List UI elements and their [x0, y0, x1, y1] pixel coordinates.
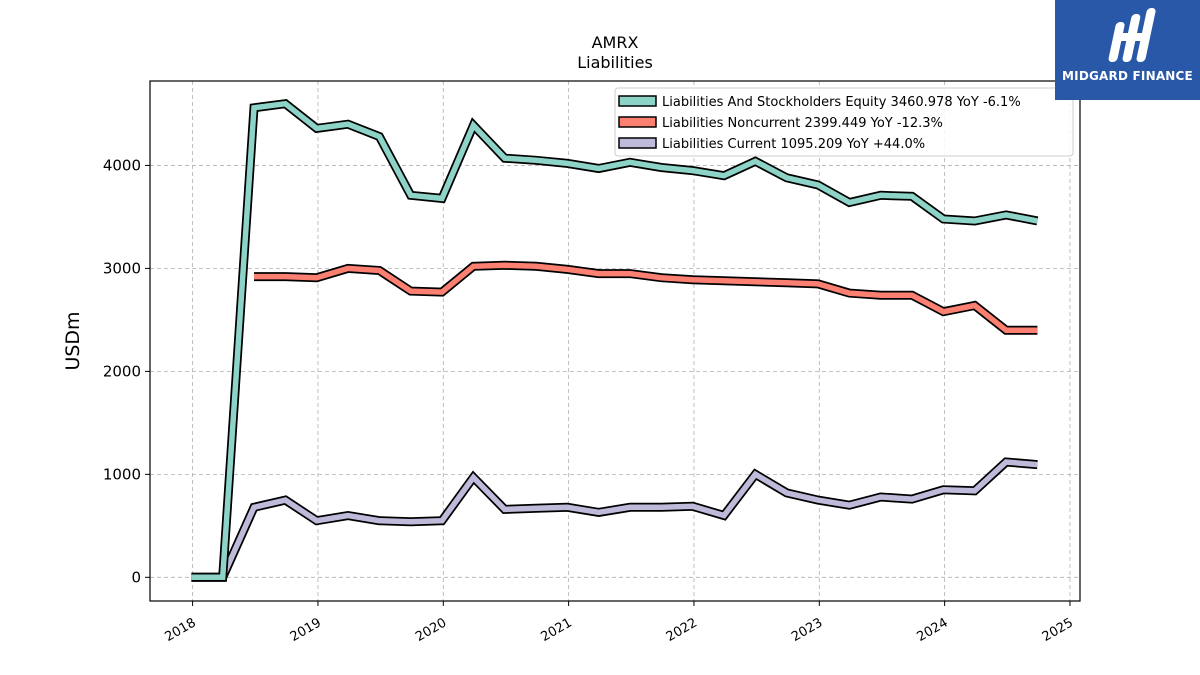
legend-entry: Liabilities Current 1095.209 YoY +44.0% [662, 137, 925, 152]
y-axis: 0 1000 2000 3000 4000 [103, 156, 150, 586]
x-tick-label: 2023 [789, 615, 825, 645]
x-tick-label: 2022 [664, 615, 700, 645]
legend-swatch [618, 137, 657, 149]
x-axis: 2018 2019 2020 2021 2022 2023 2024 2025 [162, 601, 1076, 645]
chart-subtitle: Liabilities [577, 53, 653, 72]
grid [150, 81, 1080, 601]
logo-text: MIDGARD FINANCE [1062, 69, 1193, 83]
x-tick-label: 2018 [162, 615, 198, 645]
series-line-core [191, 100, 1038, 581]
x-tick-label: 2024 [914, 615, 950, 645]
logo-mark-icon [1108, 8, 1156, 62]
x-tick-label: 2019 [288, 615, 324, 645]
y-tick-label: 0 [131, 568, 141, 586]
legend-entry: Liabilities And Stockholders Equity 3460… [662, 95, 1021, 110]
series-line [254, 260, 1038, 335]
chart-title: AMRX [592, 33, 639, 52]
x-tick-label: 2025 [1040, 615, 1076, 645]
x-tick-label: 2021 [538, 615, 574, 645]
y-tick-label: 2000 [103, 362, 141, 380]
legend-swatch [618, 95, 657, 107]
plot-frame [149, 80, 1081, 602]
series-lines [191, 98, 1039, 582]
legend-entry: Liabilities Noncurrent 2399.449 YoY -12.… [662, 116, 943, 131]
x-tick-label: 2020 [413, 615, 449, 645]
legend-swatch [618, 116, 657, 128]
series-line-core [191, 459, 1038, 581]
y-axis-label: USDm [62, 311, 84, 370]
y-tick-label: 1000 [103, 465, 141, 483]
series-line-core [254, 262, 1038, 334]
series-line [191, 457, 1038, 582]
y-tick-label: 3000 [103, 259, 141, 277]
legend: Liabilities And Stockholders Equity 3460… [614, 87, 1074, 157]
y-tick-label: 4000 [103, 156, 141, 174]
legend-frame [614, 87, 1074, 157]
brand-logo: MIDGARD FINANCE [1055, 0, 1200, 100]
series-line [191, 98, 1039, 582]
